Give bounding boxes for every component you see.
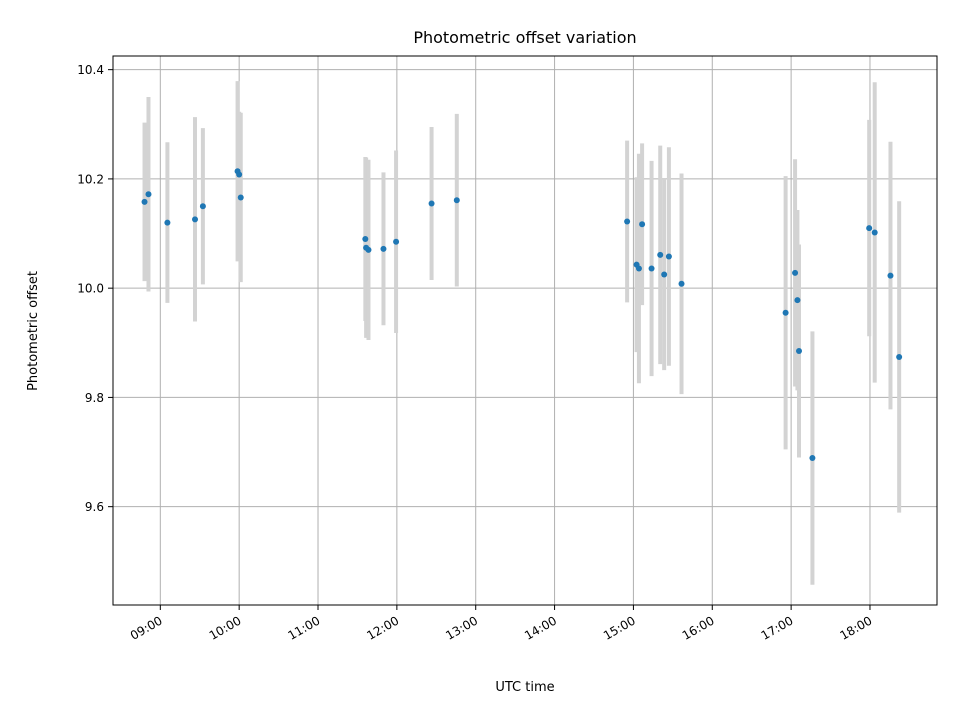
data-point	[866, 225, 873, 232]
data-point	[428, 200, 435, 207]
data-point	[237, 194, 244, 201]
data-point	[624, 218, 631, 225]
data-point	[871, 229, 878, 236]
data-point	[453, 197, 460, 204]
y-axis: 9.6 9.8 10.0 10.2 10.4	[77, 63, 113, 514]
x-tick-label: 14:00	[522, 613, 559, 642]
x-tick-label: 10:00	[207, 613, 244, 642]
data-point	[794, 297, 801, 304]
x-tick-label: 11:00	[286, 613, 323, 642]
data-point	[796, 347, 803, 354]
y-tick-label: 10.2	[77, 172, 104, 186]
data-point	[657, 251, 664, 258]
x-tick-label: 09:00	[128, 613, 165, 642]
x-tick-label: 16:00	[680, 613, 717, 642]
plot-frame	[112, 55, 938, 606]
data-points	[141, 168, 903, 462]
data-point	[665, 253, 672, 260]
data-point	[164, 219, 171, 226]
x-axis-label: UTC time	[495, 680, 554, 695]
data-point	[887, 272, 894, 279]
x-axis: 09:00 10:00 11:00 12:00 13:00 14:00 15:00 16:00…	[128, 605, 875, 643]
data-point	[639, 221, 646, 228]
x-tick-label: 17:00	[759, 613, 796, 642]
data-point	[236, 171, 243, 178]
data-point	[809, 455, 816, 462]
chart-title: Photometric offset variation	[413, 28, 636, 47]
y-axis-label: Photometric offset	[26, 271, 41, 391]
error-bars	[142, 81, 902, 585]
x-tick-label: 18:00	[838, 613, 875, 642]
x-tick-label: 13:00	[443, 613, 480, 642]
y-tick-label: 10.4	[77, 63, 104, 77]
data-point	[199, 203, 206, 210]
x-tick-label: 15:00	[601, 613, 638, 642]
data-point	[192, 216, 199, 223]
x-tick-label: 12:00	[364, 613, 401, 642]
data-point	[792, 269, 799, 276]
y-tick-label: 9.6	[85, 500, 104, 514]
data-point	[141, 198, 148, 205]
data-point	[362, 236, 369, 242]
data-point	[365, 246, 372, 253]
data-point	[635, 265, 642, 272]
y-tick-label: 10.0	[77, 282, 104, 296]
data-point	[145, 191, 152, 198]
y-tick-label: 9.8	[85, 391, 104, 405]
data-point	[896, 353, 903, 360]
data-point	[648, 265, 655, 272]
data-point	[661, 271, 668, 278]
data-point	[393, 238, 400, 245]
data-point	[380, 245, 387, 252]
data-point	[782, 309, 789, 316]
data-point	[678, 280, 685, 287]
